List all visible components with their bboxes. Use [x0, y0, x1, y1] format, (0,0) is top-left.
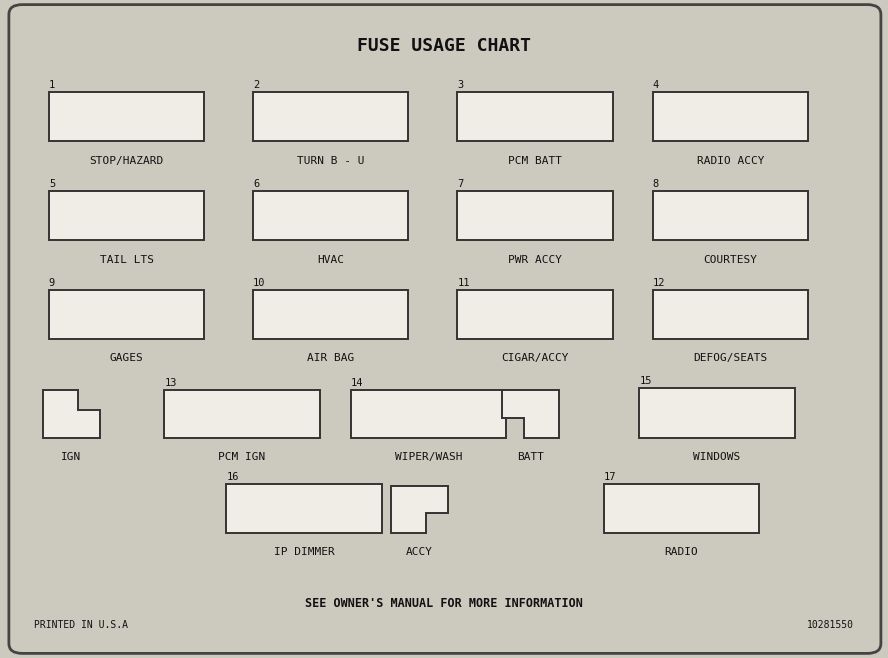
Text: IP DIMMER: IP DIMMER — [274, 547, 335, 557]
Text: DEFOG/SEATS: DEFOG/SEATS — [694, 353, 767, 363]
Text: 15: 15 — [639, 376, 652, 386]
Text: 17: 17 — [604, 472, 616, 482]
Bar — [457, 191, 613, 240]
Text: PRINTED IN U.S.A: PRINTED IN U.S.A — [34, 620, 128, 630]
Text: FUSE USAGE CHART: FUSE USAGE CHART — [357, 37, 531, 55]
Text: ACCY: ACCY — [406, 547, 433, 557]
Text: 9: 9 — [49, 278, 55, 288]
Bar — [457, 290, 613, 339]
Bar — [253, 290, 408, 339]
Text: 6: 6 — [253, 179, 259, 189]
Text: GAGES: GAGES — [109, 353, 144, 363]
Text: PCM BATT: PCM BATT — [508, 156, 562, 166]
Text: 8: 8 — [653, 179, 659, 189]
Text: 3: 3 — [457, 80, 464, 90]
Text: 13: 13 — [164, 378, 177, 388]
Text: WINDOWS: WINDOWS — [694, 452, 741, 462]
Text: 11: 11 — [457, 278, 470, 288]
Text: PCM IGN: PCM IGN — [218, 452, 266, 462]
Text: STOP/HAZARD: STOP/HAZARD — [90, 156, 163, 166]
Text: PWR ACCY: PWR ACCY — [508, 255, 562, 265]
Bar — [49, 92, 204, 141]
Text: RADIO ACCY: RADIO ACCY — [696, 156, 765, 166]
Bar — [164, 390, 320, 438]
Text: AIR BAG: AIR BAG — [307, 353, 354, 363]
Text: SEE OWNER'S MANUAL FOR MORE INFORMATION: SEE OWNER'S MANUAL FOR MORE INFORMATION — [305, 597, 583, 610]
Text: 16: 16 — [226, 472, 239, 482]
Text: TURN B - U: TURN B - U — [297, 156, 365, 166]
Text: 12: 12 — [653, 278, 665, 288]
Text: CIGAR/ACCY: CIGAR/ACCY — [501, 353, 569, 363]
Text: BATT: BATT — [517, 452, 544, 462]
Text: 14: 14 — [351, 378, 363, 388]
Bar — [604, 484, 759, 533]
Bar — [226, 484, 382, 533]
Bar — [351, 390, 506, 438]
Bar — [457, 92, 613, 141]
Text: RADIO: RADIO — [664, 547, 699, 557]
Bar — [253, 92, 408, 141]
Text: 10: 10 — [253, 278, 266, 288]
Bar — [253, 191, 408, 240]
Text: 2: 2 — [253, 80, 259, 90]
Polygon shape — [43, 390, 100, 438]
Text: HVAC: HVAC — [317, 255, 345, 265]
Text: 5: 5 — [49, 179, 55, 189]
FancyBboxPatch shape — [9, 5, 881, 653]
Text: COURTESY: COURTESY — [703, 255, 757, 265]
Bar — [49, 290, 204, 339]
Bar — [653, 290, 808, 339]
Bar — [653, 92, 808, 141]
Text: 1: 1 — [49, 80, 55, 90]
Bar — [49, 191, 204, 240]
Text: IGN: IGN — [61, 452, 82, 462]
Text: TAIL LTS: TAIL LTS — [99, 255, 154, 265]
Text: 10281550: 10281550 — [807, 620, 854, 630]
Text: 7: 7 — [457, 179, 464, 189]
Text: WIPER/WASH: WIPER/WASH — [394, 452, 463, 462]
Text: 4: 4 — [653, 80, 659, 90]
Polygon shape — [502, 390, 559, 438]
Polygon shape — [391, 486, 448, 533]
Bar — [639, 388, 795, 438]
Bar — [653, 191, 808, 240]
